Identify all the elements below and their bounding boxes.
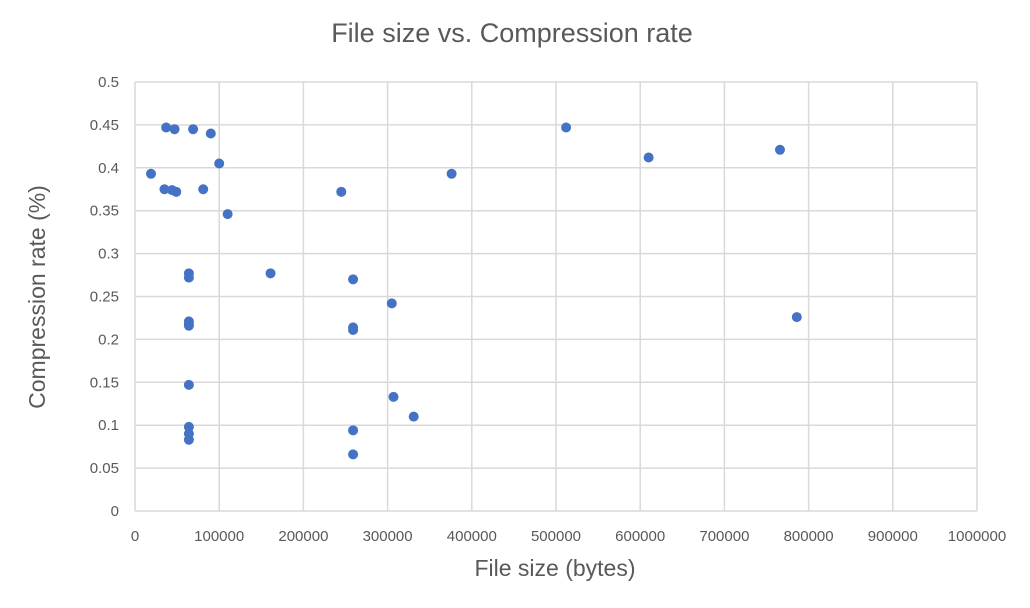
data-point [198, 184, 209, 195]
y-tick-label: 0.15 [90, 374, 119, 391]
x-tick-label: 1000000 [948, 528, 1006, 545]
data-point [171, 186, 182, 197]
data-point [561, 122, 572, 133]
data-point [408, 411, 419, 422]
data-point [336, 186, 347, 197]
chart-title: File size vs. Compression rate [331, 18, 693, 48]
axes [134, 82, 977, 512]
data-point [446, 168, 457, 179]
y-tick-label: 0.35 [90, 203, 119, 220]
x-axis-title: File size (bytes) [474, 555, 635, 581]
data-point [643, 152, 654, 163]
y-tick-label: 0.25 [90, 289, 119, 306]
y-tick-label: 0.45 [90, 117, 119, 134]
x-tick-label: 700000 [699, 528, 749, 545]
x-tick-label: 300000 [363, 528, 413, 545]
x-tick-label: 100000 [194, 528, 244, 545]
x-tick-labels: 0 100000 200000 300000 400000 500000 600000 700… [131, 528, 1006, 545]
y-axis-title: Compression rate (%) [24, 185, 50, 409]
data-point [183, 421, 194, 432]
data-point [169, 124, 180, 135]
y-tick-label: 0.2 [98, 331, 119, 348]
y-tick-label: 0 [111, 503, 119, 520]
x-tick-label: 400000 [447, 528, 497, 545]
data-point [205, 128, 216, 139]
x-tick-label: 900000 [868, 528, 918, 545]
y-tick-labels: 0 0.05 0.1 0.15 0.2 0.25 0.3 0.35 0.4 0.45 0.5 [90, 74, 119, 520]
data-point [145, 168, 156, 179]
data-point [214, 158, 225, 169]
data-point [183, 320, 194, 331]
x-tick-label: 800000 [784, 528, 834, 545]
data-point [348, 449, 359, 460]
data-point [791, 312, 802, 323]
data-point [222, 209, 233, 220]
x-tick-label: 200000 [278, 528, 328, 545]
y-tick-label: 0.3 [98, 246, 119, 263]
x-tick-label: 600000 [615, 528, 665, 545]
data-point [159, 184, 170, 195]
data-point [774, 144, 785, 155]
data-point [265, 268, 276, 279]
data-point [183, 434, 194, 445]
data-point [388, 391, 399, 402]
data-point [183, 379, 194, 390]
y-tick-label: 0.05 [90, 460, 119, 477]
x-tick-label: 500000 [531, 528, 581, 545]
data-point [348, 324, 359, 335]
y-tick-label: 0.4 [98, 160, 119, 177]
data-point [386, 298, 397, 309]
data-point [188, 124, 199, 135]
x-tick-label: 0 [131, 528, 139, 545]
y-tick-label: 0.1 [98, 417, 119, 434]
gridlines [135, 81, 978, 511]
data-point [348, 425, 359, 436]
data-point [161, 122, 172, 133]
data-point [183, 272, 194, 283]
data-points [145, 122, 802, 460]
y-tick-label: 0.5 [98, 74, 119, 91]
data-point [348, 274, 359, 285]
